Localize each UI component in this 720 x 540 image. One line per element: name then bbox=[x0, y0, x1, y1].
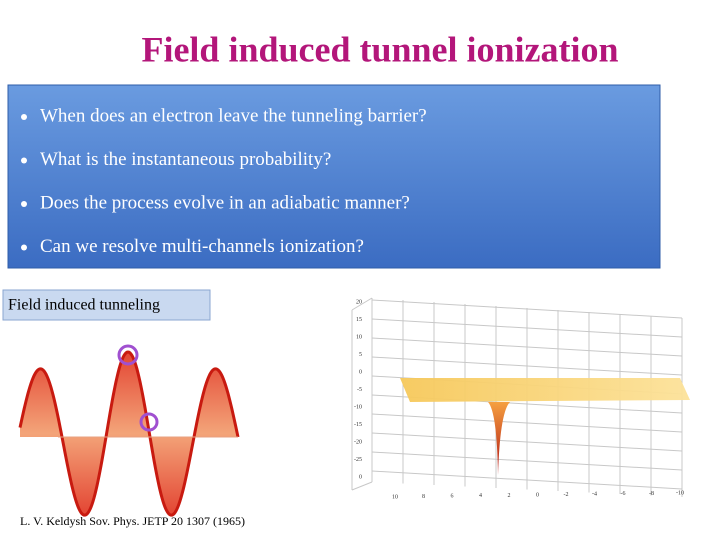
plot-grid bbox=[371, 413, 683, 433]
slide-title: Field induced tunnel ionization bbox=[141, 29, 618, 69]
plot-y-label: -15 bbox=[354, 422, 362, 428]
plot-x-label: 4 bbox=[479, 493, 482, 499]
plot-y-label: -5 bbox=[357, 387, 362, 393]
plot-y-label: 0 bbox=[359, 369, 362, 375]
bullet-dot bbox=[21, 244, 27, 251]
bullet-text: Can we resolve multi-channels ionization… bbox=[40, 236, 364, 257]
bullet-list: When does an electron leave the tunnelin… bbox=[21, 105, 427, 257]
plot-x-label: -10 bbox=[676, 490, 684, 496]
plot-y-label: 20 bbox=[356, 299, 362, 305]
plot-x-label: -6 bbox=[621, 491, 626, 497]
plot-grid bbox=[371, 356, 683, 376]
marker bbox=[139, 412, 159, 432]
plot-x-label: 10 bbox=[392, 494, 398, 500]
plot-grid bbox=[371, 318, 683, 338]
bullet-box bbox=[7, 84, 661, 269]
wave-figure bbox=[18, 344, 240, 517]
bullet-dot bbox=[21, 157, 27, 164]
plot-y-label: -20 bbox=[354, 439, 362, 445]
reference: L. V. Keldysh Sov. Phys. JETP 20 1307 (1… bbox=[20, 514, 245, 528]
plot-grid bbox=[371, 337, 683, 357]
plot-x-label: 0 bbox=[536, 492, 539, 498]
plot-grid bbox=[371, 451, 683, 471]
plot-y-label: 10 bbox=[356, 334, 362, 340]
plot-x-label: -4 bbox=[592, 492, 597, 498]
plot-y-label: -10 bbox=[354, 404, 362, 410]
plot-y-label: 15 bbox=[356, 317, 362, 323]
plot-x-label: -2 bbox=[564, 492, 569, 498]
wave-fill bbox=[20, 352, 238, 516]
plot-x-label: 2 bbox=[508, 493, 511, 499]
plateau bbox=[400, 378, 690, 402]
figure-label: Field induced tunneling bbox=[8, 297, 160, 314]
plot-x-label: -8 bbox=[649, 491, 654, 497]
plot-grid bbox=[371, 470, 683, 490]
bullet-text: What is the instantaneous probability? bbox=[40, 149, 331, 170]
plot-y-label: 5 bbox=[359, 352, 362, 358]
plot-y-label: -25 bbox=[354, 457, 362, 463]
bullet-text: When does an electron leave the tunnelin… bbox=[40, 105, 427, 126]
bullet-dot bbox=[21, 114, 27, 120]
plot-x-label: 6 bbox=[451, 494, 454, 500]
wave-line bbox=[18, 350, 240, 517]
spike bbox=[488, 402, 510, 475]
plot-x-label: 8 bbox=[422, 494, 425, 500]
plot-grid bbox=[371, 299, 683, 319]
plot-y-label: 0 bbox=[359, 474, 362, 480]
bullet-dot bbox=[21, 201, 27, 207]
plot-grid bbox=[351, 481, 373, 491]
marker bbox=[117, 344, 139, 366]
bullet-text: Does the process evolve in an adiabatic … bbox=[40, 192, 410, 213]
plot-grid bbox=[371, 432, 683, 452]
figure-label-box bbox=[2, 289, 211, 321]
plot-grid bbox=[351, 297, 373, 311]
